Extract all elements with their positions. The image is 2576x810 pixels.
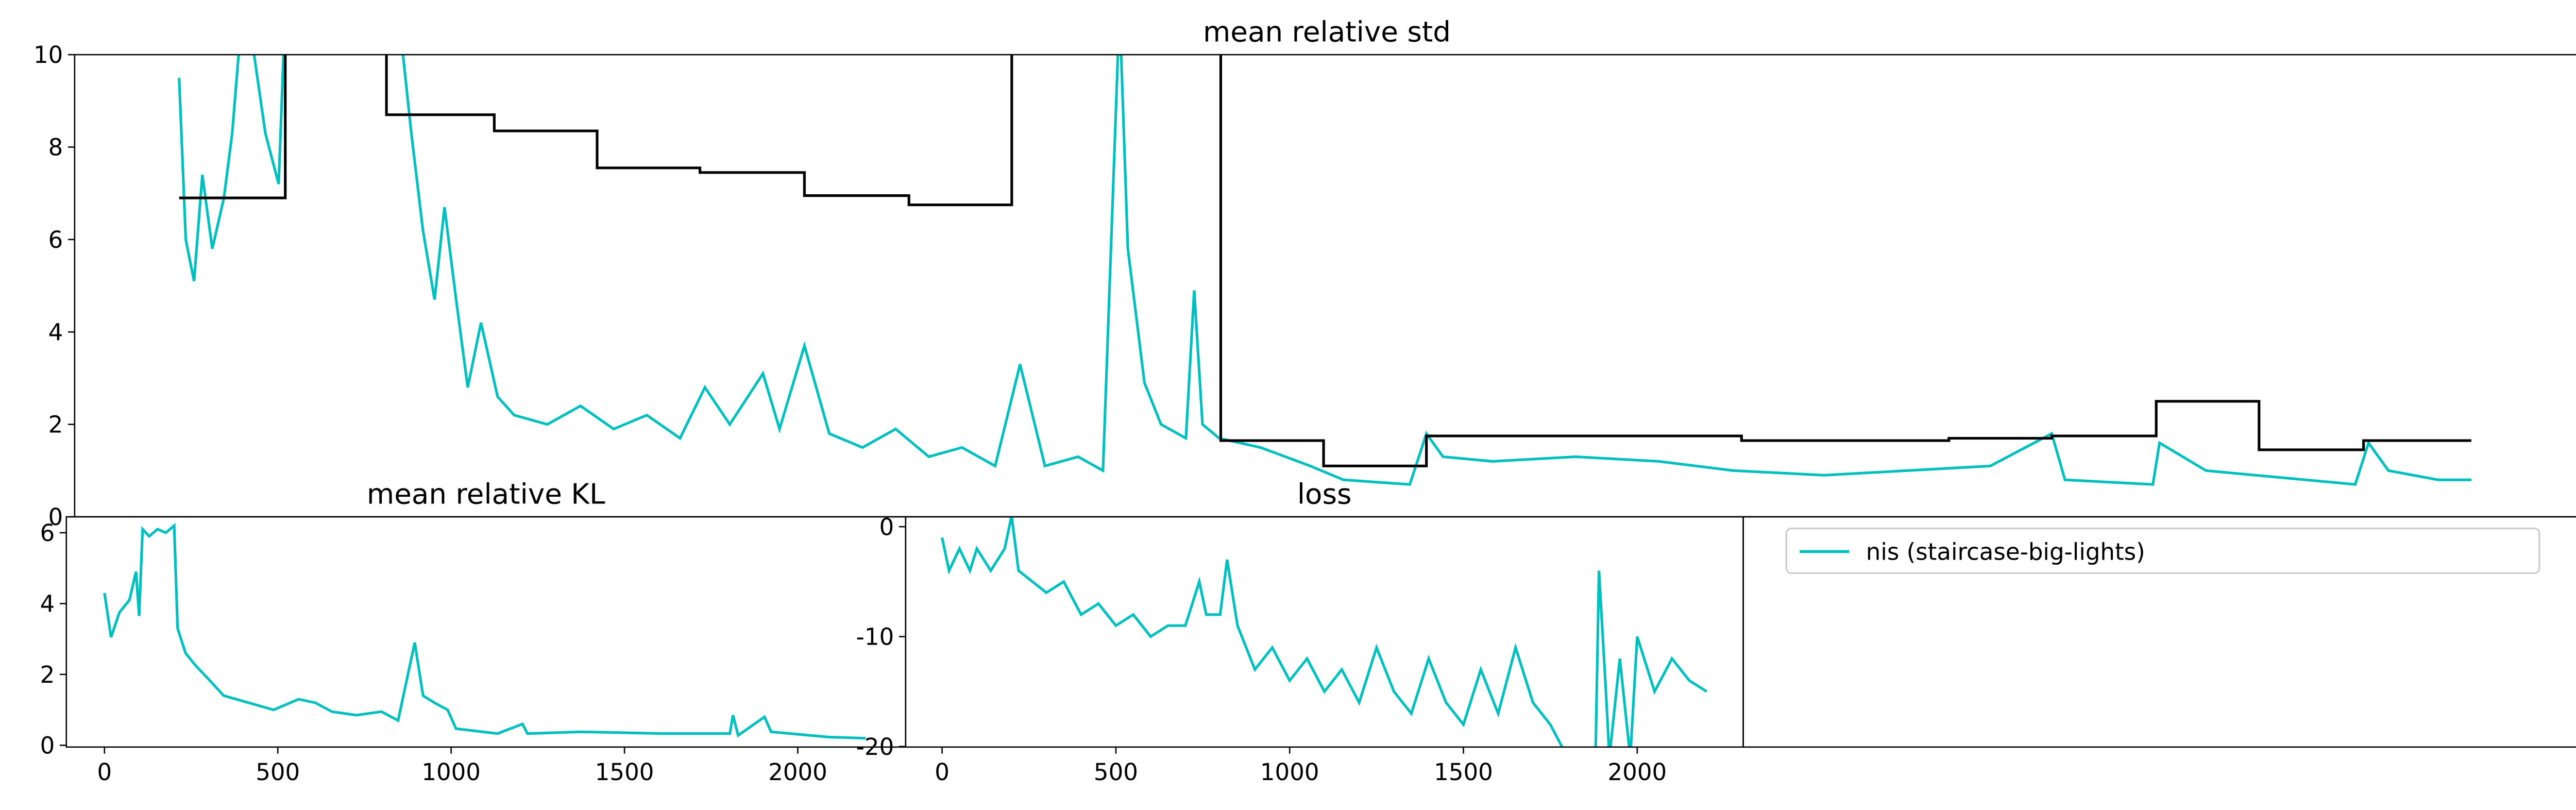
y-tick-label: 4 <box>40 590 55 618</box>
series-line <box>178 55 2471 486</box>
legend-label: nis (staircase-big-lights) <box>1866 538 2145 566</box>
axes-frame <box>1742 516 2576 748</box>
y-tick-label: -20 <box>856 733 894 761</box>
x-tick-label: 0 <box>935 758 950 786</box>
axes-frame <box>74 54 2576 518</box>
y-tick-label: 0 <box>40 732 55 760</box>
x-tick-label: 0 <box>97 758 112 786</box>
y-tick-label: 4 <box>48 318 63 346</box>
series-line <box>103 522 866 740</box>
x-tick-label: 2000 <box>768 758 827 786</box>
series-line <box>179 55 2471 467</box>
chart-title: loss <box>1297 477 1352 510</box>
chart-title: mean relative std <box>1203 15 1451 48</box>
y-tick-label: 2 <box>40 661 55 688</box>
axes-frame <box>65 516 907 748</box>
legend: nis (staircase-big-lights) <box>1785 527 2540 574</box>
chart-title: mean relative KL <box>367 477 605 510</box>
x-tick-label: 1500 <box>595 758 654 786</box>
x-tick-label: 2000 <box>1608 758 1667 786</box>
x-tick-label: 500 <box>256 758 300 786</box>
y-tick-label: 0 <box>879 513 894 541</box>
legend-box <box>1785 527 2540 574</box>
axes-frame <box>905 516 1744 748</box>
y-tick-label: 8 <box>48 134 63 161</box>
y-tick-label: 2 <box>48 411 63 438</box>
x-tick-label: 1500 <box>1434 758 1493 786</box>
y-tick-label: 6 <box>48 226 63 254</box>
y-tick-label: -10 <box>856 623 894 651</box>
x-tick-label: 1000 <box>421 758 481 786</box>
series-line <box>941 516 1708 747</box>
x-tick-label: 500 <box>1094 758 1138 786</box>
y-tick-label: 6 <box>40 519 55 547</box>
y-tick-label: 10 <box>33 41 63 69</box>
y-tick-label: 0 <box>48 503 63 531</box>
x-tick-label: 1000 <box>1260 758 1319 786</box>
